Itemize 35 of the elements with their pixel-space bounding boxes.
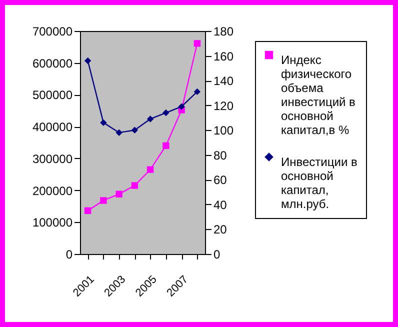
point <box>100 197 107 204</box>
point <box>84 57 92 64</box>
y2-tick-label: 40 <box>214 198 228 212</box>
y2-tick-label: 20 <box>214 222 228 237</box>
point <box>178 103 185 110</box>
y-tick-label: 600000 <box>32 56 73 70</box>
y-tick-label: 700000 <box>32 24 73 38</box>
point <box>194 88 201 96</box>
point <box>162 109 170 116</box>
y2-tick-label: 140 <box>214 74 234 88</box>
legend-label: Индекс физического объема инвестиций в основной капитал,в % <box>281 53 356 137</box>
point <box>131 182 138 189</box>
point <box>146 166 154 173</box>
y2-tick-label: 160 <box>214 49 234 64</box>
point <box>116 190 122 198</box>
y-tick-label: 0 <box>66 248 73 262</box>
y-tick-label: 500000 <box>32 88 73 102</box>
y2-tick-label: 180 <box>214 24 234 38</box>
y2-tick-label: 120 <box>214 98 234 113</box>
y-tick-label: 200000 <box>32 184 73 198</box>
y-tick-label: 300000 <box>32 152 73 166</box>
y-tick-label: 400000 <box>32 120 73 134</box>
y2-tick-label: 80 <box>214 148 228 162</box>
point <box>162 142 170 150</box>
point <box>146 116 154 122</box>
point <box>100 119 107 126</box>
y-tick-label: 100000 <box>32 216 73 230</box>
legend-label: Инвестиции в основной капитал, млн.руб. <box>281 155 358 211</box>
point <box>84 207 92 214</box>
y2-tick-label: 60 <box>214 173 228 188</box>
point <box>194 40 201 47</box>
y2-tick-label: 100 <box>214 124 234 138</box>
point <box>131 126 138 134</box>
y2-tick-label: 0 <box>214 248 220 262</box>
point <box>116 129 122 136</box>
